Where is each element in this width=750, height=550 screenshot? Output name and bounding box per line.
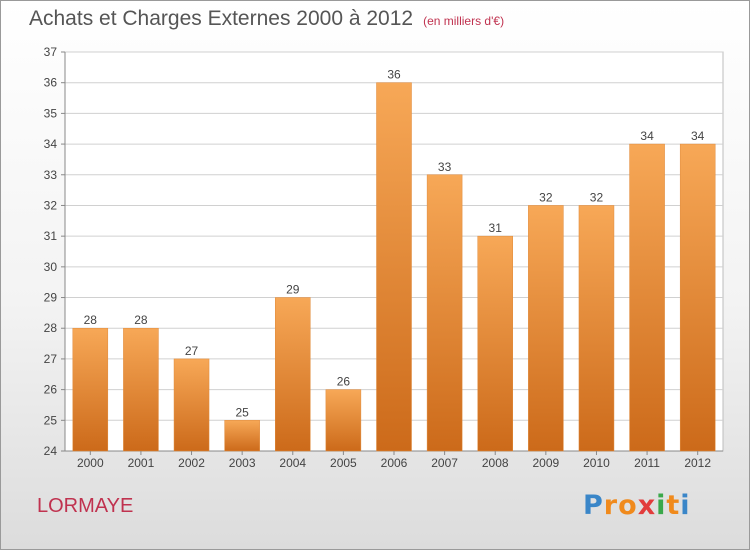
bar xyxy=(123,327,159,452)
x-tick-label: 2011 xyxy=(634,456,660,470)
data-label: 34 xyxy=(640,129,654,143)
data-label: 32 xyxy=(539,190,553,204)
chart-title-text: Achats et Charges Externes 2000 à 2012 xyxy=(29,7,414,30)
logo-letter: r xyxy=(603,490,619,521)
x-tick-label: 2010 xyxy=(583,456,610,470)
logo-letter: t xyxy=(666,490,681,521)
bar xyxy=(578,205,615,452)
y-tick-label: 29 xyxy=(44,291,58,305)
logo-letter: x xyxy=(637,490,657,521)
y-tick-label: 27 xyxy=(44,352,58,366)
data-label: 34 xyxy=(691,129,705,143)
chart-title: Achats et Charges Externes 2000 à 2012 (e… xyxy=(29,7,504,31)
commune-name: LORMAYE xyxy=(37,495,134,517)
y-tick-label: 33 xyxy=(44,168,58,182)
bar xyxy=(275,297,311,452)
logo-letter: P xyxy=(583,490,604,521)
chart-subtitle: (en milliers d'€) xyxy=(423,14,505,28)
bar xyxy=(477,235,513,452)
x-tick-label: 2006 xyxy=(381,456,408,470)
data-label: 32 xyxy=(590,190,604,204)
data-label: 25 xyxy=(235,405,249,419)
x-tick-label: 2004 xyxy=(279,456,306,470)
x-tick-label: 2003 xyxy=(229,456,256,470)
y-tick-label: 37 xyxy=(44,45,58,59)
data-label: 36 xyxy=(387,68,401,82)
y-tick-label: 31 xyxy=(44,229,58,243)
y-tick-label: 25 xyxy=(44,413,58,427)
data-label: 28 xyxy=(134,313,148,327)
data-label: 27 xyxy=(185,344,199,358)
bar xyxy=(224,420,260,452)
x-tick-label: 2009 xyxy=(532,456,559,470)
x-tick-label: 2007 xyxy=(431,456,458,470)
data-label: 29 xyxy=(286,283,300,297)
data-label: 33 xyxy=(438,160,452,174)
logo-letter: o xyxy=(618,490,638,521)
proxiti-logo: Proxiti xyxy=(583,490,691,521)
x-tick-label: 2001 xyxy=(128,456,155,470)
bar xyxy=(426,174,463,452)
y-tick-label: 35 xyxy=(44,106,58,120)
data-label: 26 xyxy=(337,375,351,389)
logo-letter: i xyxy=(680,490,691,521)
bar xyxy=(325,389,362,452)
y-tick-label: 34 xyxy=(44,137,58,151)
bar xyxy=(376,82,412,452)
bar xyxy=(528,205,564,452)
data-label: 31 xyxy=(489,221,503,235)
x-tick-label: 2000 xyxy=(77,456,104,470)
y-tick-label: 32 xyxy=(44,198,58,212)
bar xyxy=(629,143,665,452)
data-label: 28 xyxy=(84,313,98,327)
bar xyxy=(173,358,210,452)
bar xyxy=(679,143,716,452)
x-tick-label: 2002 xyxy=(178,456,205,470)
x-tick-label: 2008 xyxy=(482,456,509,470)
x-tick-label: 2012 xyxy=(684,456,711,470)
y-tick-label: 26 xyxy=(44,383,58,397)
y-tick-label: 28 xyxy=(44,321,58,335)
bar xyxy=(72,327,109,452)
y-tick-label: 30 xyxy=(44,260,58,274)
y-tick-label: 36 xyxy=(44,76,58,90)
logo-letter: i xyxy=(656,490,667,521)
x-tick-label: 2005 xyxy=(330,456,357,470)
y-tick-label: 24 xyxy=(44,444,58,458)
